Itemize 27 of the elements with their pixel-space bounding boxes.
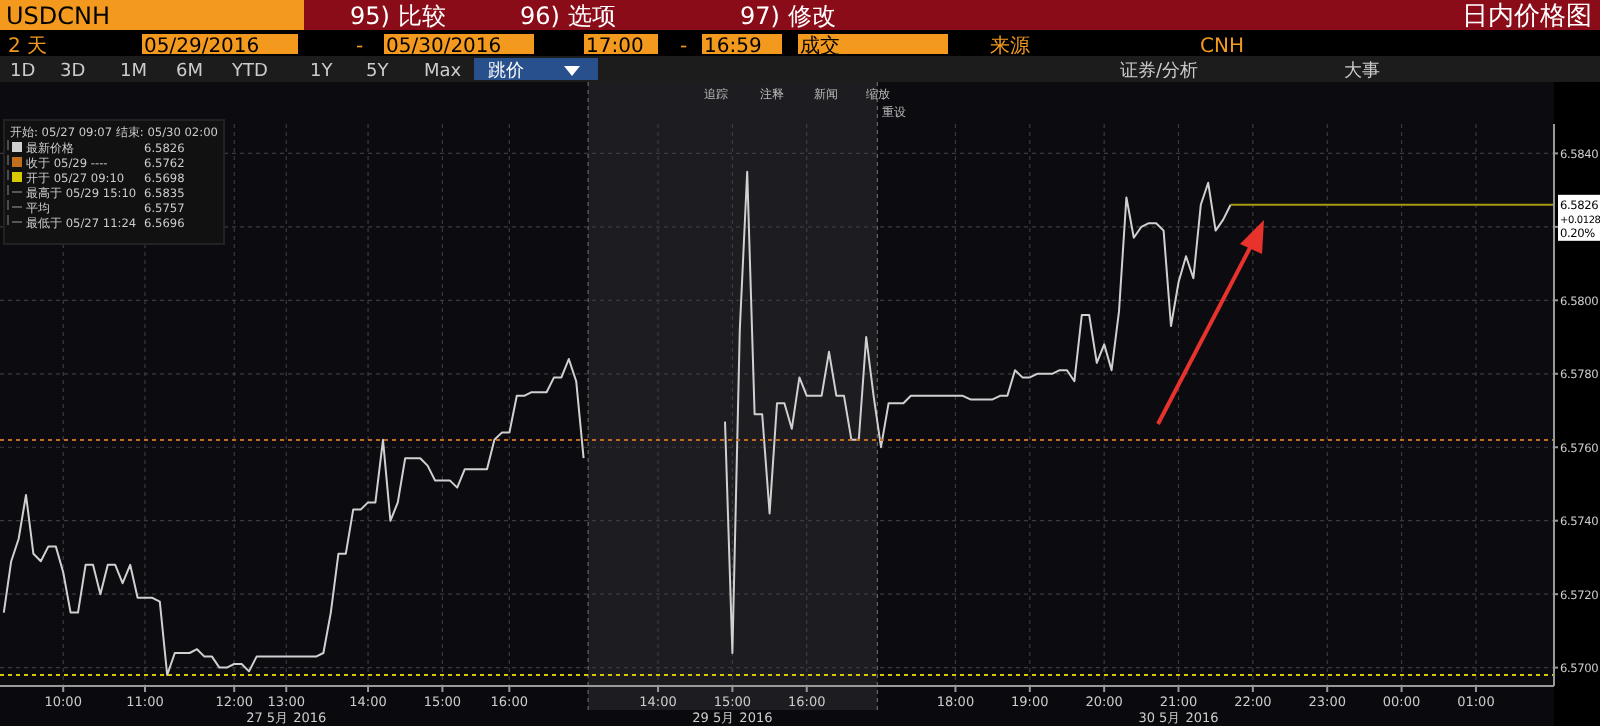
line-series (2, 358, 585, 676)
text: Max (424, 62, 463, 82)
text: 16:59 (704, 36, 762, 58)
text: 证券/分析 (1120, 60, 1199, 82)
chart-subtitle: USDCNH (6, 2, 111, 30)
text: 3D (60, 62, 86, 82)
text: CNH (1200, 36, 1244, 58)
text: 05/30/2016 (386, 36, 502, 58)
text: - (680, 36, 688, 58)
text: 5Y (366, 62, 390, 82)
text: 大事 (1344, 60, 1380, 82)
text: 17:00 (586, 36, 644, 58)
text: 05/29/2016 (144, 36, 260, 58)
text: 97) 修改 (740, 2, 836, 30)
text: 2 天 (8, 36, 48, 58)
text: 1M (120, 62, 147, 82)
text: 1D (10, 62, 36, 82)
text: 跳价 (488, 60, 524, 82)
text: 1Y (310, 62, 334, 82)
text: 95) 比较 (350, 2, 446, 30)
text: YTD (230, 62, 268, 82)
text: 96) 选项 (520, 2, 616, 30)
chart-title: 日内价格图 (1462, 2, 1592, 32)
text: 6M (176, 62, 203, 82)
text: 来源 (990, 34, 1030, 58)
line-series (724, 170, 1232, 654)
text: - (356, 36, 364, 58)
